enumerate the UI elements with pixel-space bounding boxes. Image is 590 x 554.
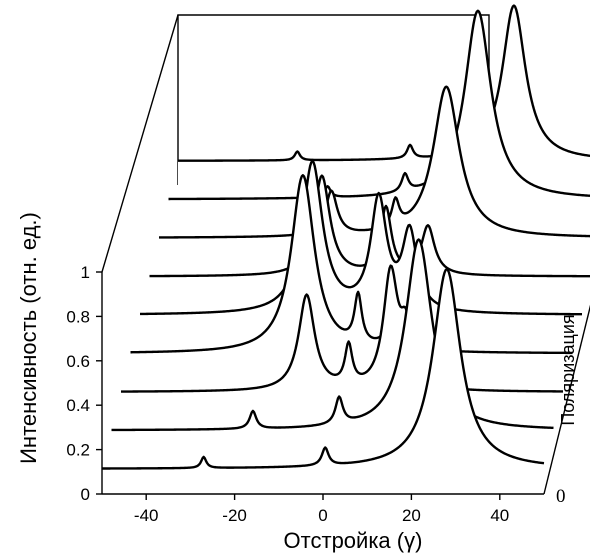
x-tick-label: -40 [134,506,159,525]
series-mask-6 [159,86,590,278]
series-line-7 [168,9,590,201]
y-tick-label: 0 [81,485,90,504]
x-tick-label: -20 [222,506,247,525]
series-mask-0 [102,269,544,509]
polarization-axis-line [543,304,590,495]
y-tick-label: 1 [81,263,90,282]
series-line-0 [101,267,545,470]
y-tick-label: 0.4 [66,396,90,415]
series-layer [101,4,590,509]
x-tick-label: 20 [402,506,421,525]
label-layer: -40-200204000.20.40.60.810π/2πОтстройка … [16,212,578,553]
series-mask-7 [168,10,590,239]
frame-edge-left [101,14,179,273]
series-line-8 [177,4,590,162]
series-line-3 [130,174,573,355]
series-line-2 [120,264,564,393]
y-axis-title: Интенсивность (отн. ед.) [16,212,41,464]
polarization-axis-title: Поляризация [558,314,578,425]
y-tick-label: 0.2 [66,441,90,460]
series-mask-5 [149,175,590,317]
series-mask-8 [178,5,590,201]
y-tick-label: 0.6 [66,352,90,371]
x-tick-label: 0 [318,506,327,525]
series-line-4 [139,159,583,316]
x-tick-label: 40 [490,506,509,525]
series-line-1 [111,238,554,432]
axes-layer [96,271,590,500]
polarization-label: 0 [556,486,566,507]
y-tick-label: 0.8 [66,307,90,326]
x-axis-title: Отстройка (γ) [284,528,423,553]
